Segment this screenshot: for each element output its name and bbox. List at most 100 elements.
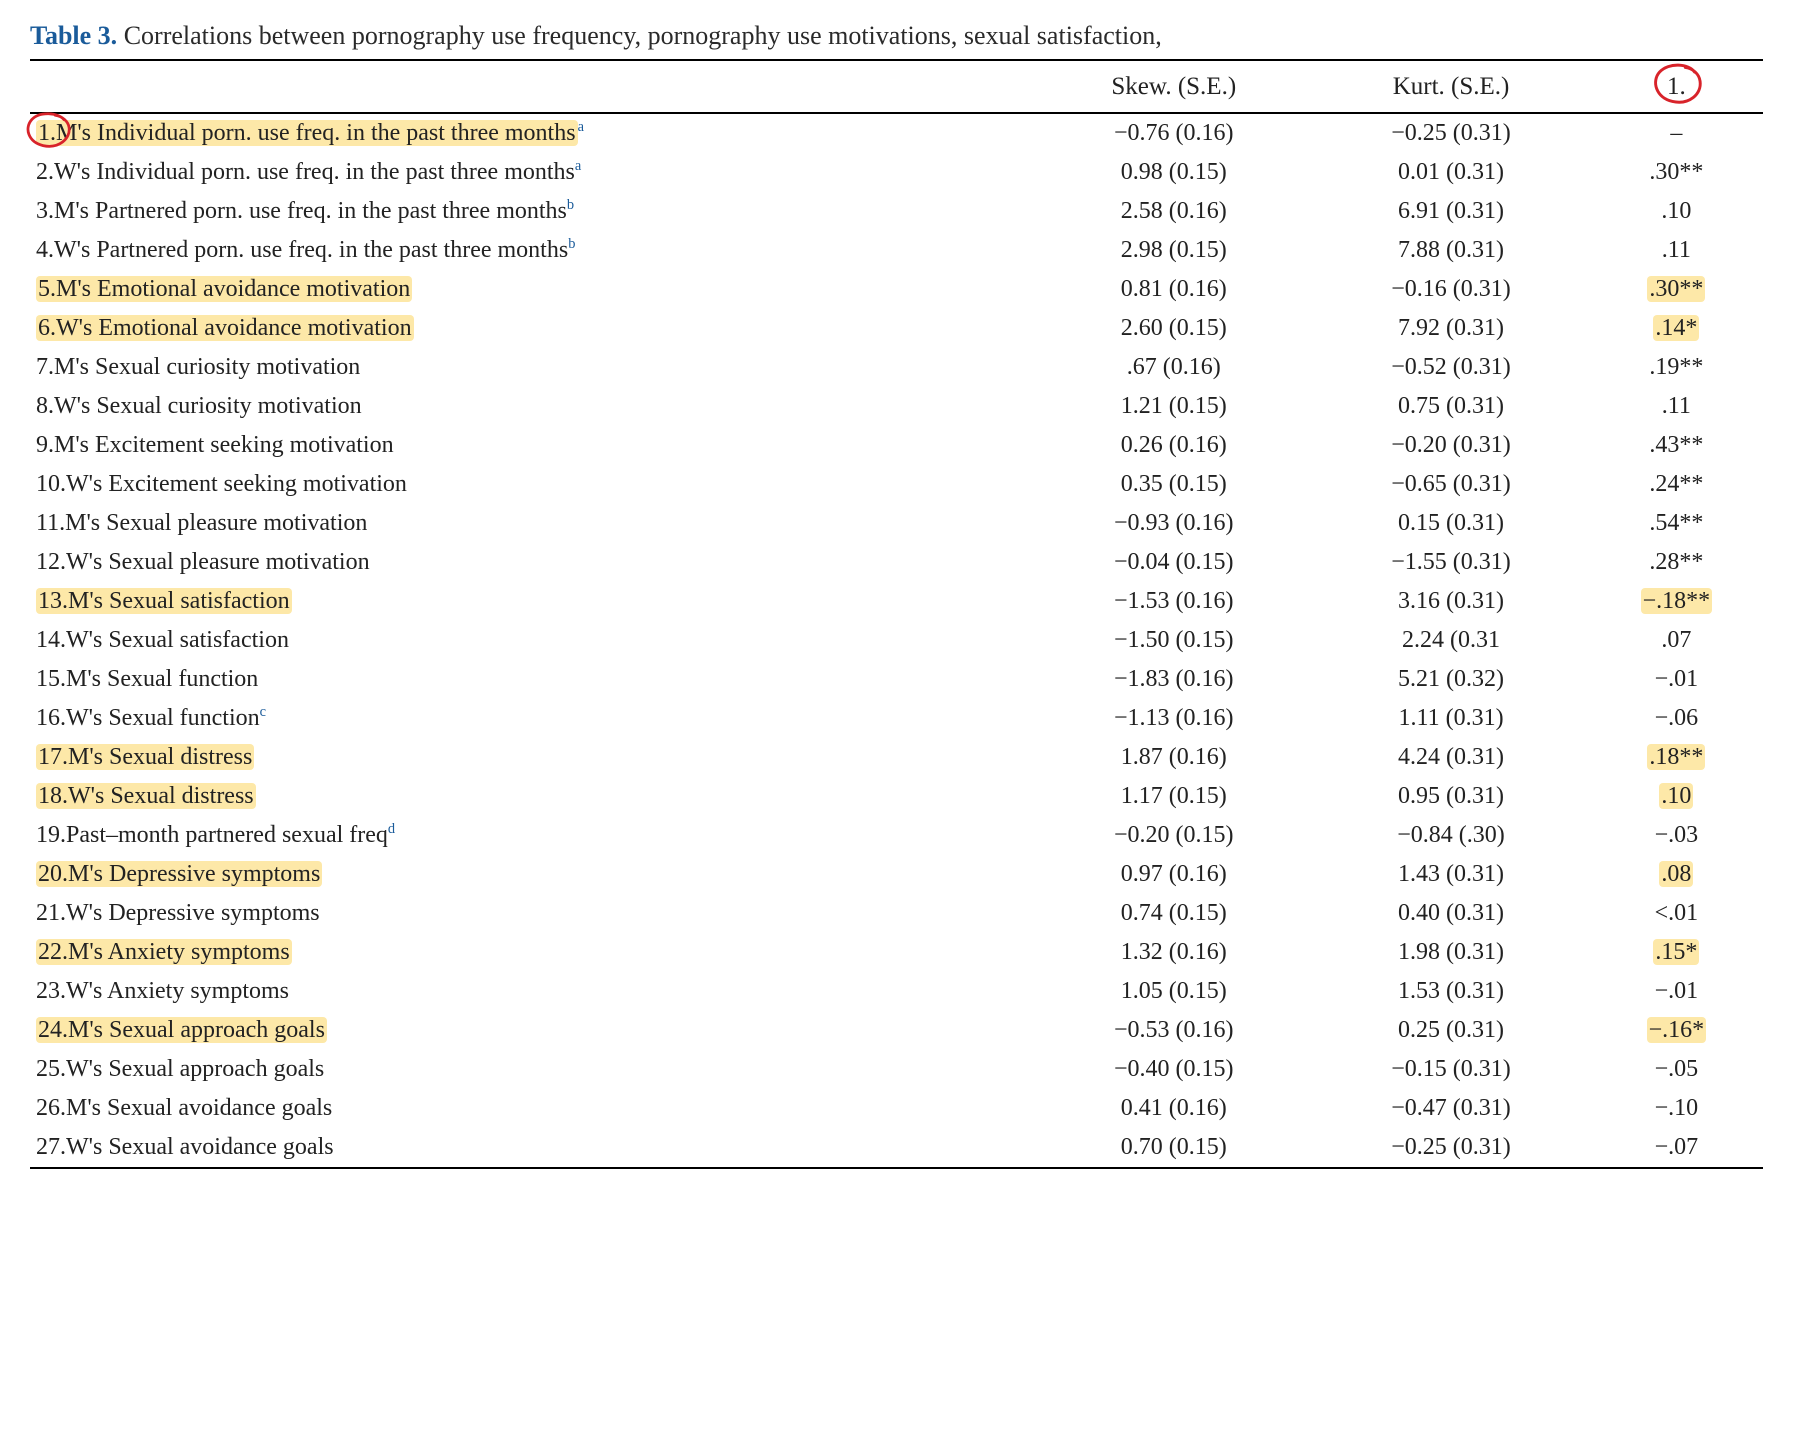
row-number: 5.: [38, 274, 56, 304]
table-row: 26. M's Sexual avoidance goals0.41 (0.16…: [30, 1089, 1763, 1128]
corr-cell: −.18**: [1590, 582, 1763, 621]
variable-cell: 1. M's Individual porn. use freq. in the…: [30, 113, 1035, 153]
row-number: 19.: [36, 820, 66, 850]
row-number: 2.: [36, 157, 54, 187]
table-row: 19. Past–month partnered sexual freqd−0.…: [30, 816, 1763, 855]
variable-cell: 21. W's Depressive symptoms: [30, 894, 1035, 933]
table-row: 10. W's Excitement seeking motivation0.3…: [30, 465, 1763, 504]
row-number: 12.: [36, 547, 66, 577]
skew-cell: .67 (0.16): [1035, 348, 1312, 387]
corr-value: −.16*: [1647, 1017, 1707, 1043]
corr-cell: −.01: [1590, 660, 1763, 699]
kurt-cell: −0.15 (0.31): [1312, 1050, 1589, 1089]
variable-cell: 4. W's Partnered porn. use freq. in the …: [30, 231, 1035, 270]
kurt-cell: −0.25 (0.31): [1312, 113, 1589, 153]
row-number: 20.: [38, 859, 68, 889]
table-row: 2. W's Individual porn. use freq. in the…: [30, 153, 1763, 192]
kurt-cell: 4.24 (0.31): [1312, 738, 1589, 777]
corr-cell: .14*: [1590, 309, 1763, 348]
kurt-cell: −0.20 (0.31): [1312, 426, 1589, 465]
kurt-cell: −0.47 (0.31): [1312, 1089, 1589, 1128]
skew-cell: 0.98 (0.15): [1035, 153, 1312, 192]
footnote-marker: b: [568, 236, 575, 252]
skew-cell: −1.53 (0.16): [1035, 582, 1312, 621]
variable-label: M's Depressive symptoms: [68, 861, 320, 887]
corr-value: .15*: [1653, 939, 1699, 965]
variable-cell: 27. W's Sexual avoidance goals: [30, 1128, 1035, 1168]
kurt-cell: 3.16 (0.31): [1312, 582, 1589, 621]
kurt-cell: 0.75 (0.31): [1312, 387, 1589, 426]
kurt-cell: 1.98 (0.31): [1312, 933, 1589, 972]
skew-cell: 1.05 (0.15): [1035, 972, 1312, 1011]
table-row: 5. M's Emotional avoidance motivation0.8…: [30, 270, 1763, 309]
variable-label: M's Sexual distress: [68, 744, 252, 770]
row-number: 25.: [36, 1054, 66, 1084]
corr-cell: .18**: [1590, 738, 1763, 777]
variable-label: M's Sexual approach goals: [68, 1017, 325, 1043]
skew-cell: 0.70 (0.15): [1035, 1128, 1312, 1168]
row-number: 14.: [36, 625, 66, 655]
skew-cell: 0.81 (0.16): [1035, 270, 1312, 309]
row-number: 17.: [38, 742, 68, 772]
skew-cell: 0.74 (0.15): [1035, 894, 1312, 933]
variable-cell: 25. W's Sexual approach goals: [30, 1050, 1035, 1089]
corr-cell: .54**: [1590, 504, 1763, 543]
header-skew: Skew. (S.E.): [1035, 60, 1312, 113]
corr-cell: .10: [1590, 777, 1763, 816]
skew-cell: −0.76 (0.16): [1035, 113, 1312, 153]
variable-cell: 15. M's Sexual function: [30, 660, 1035, 699]
footnote-marker: d: [388, 821, 395, 837]
variable-cell: 8. W's Sexual curiosity motivation: [30, 387, 1035, 426]
table-row: 12. W's Sexual pleasure motivation−0.04 …: [30, 543, 1763, 582]
corr-value: .18**: [1647, 744, 1705, 770]
corr-cell: −.01: [1590, 972, 1763, 1011]
row-number: 7.: [36, 352, 54, 382]
kurt-cell: −0.65 (0.31): [1312, 465, 1589, 504]
row-number: 21.: [36, 898, 66, 928]
variable-cell: 12. W's Sexual pleasure motivation: [30, 543, 1035, 582]
variable-label: W's Individual porn. use freq. in the pa…: [54, 159, 575, 185]
table-row: 6. W's Emotional avoidance motivation2.6…: [30, 309, 1763, 348]
corr-cell: .07: [1590, 621, 1763, 660]
variable-label: W's Sexual curiosity motivation: [54, 393, 362, 419]
corr-cell: .10: [1590, 192, 1763, 231]
kurt-cell: 1.53 (0.31): [1312, 972, 1589, 1011]
corr-cell: .43**: [1590, 426, 1763, 465]
variable-label: Past–month partnered sexual freq: [66, 822, 388, 848]
variable-label: W's Sexual approach goals: [66, 1056, 324, 1082]
table-row: 1. M's Individual porn. use freq. in the…: [30, 113, 1763, 153]
corr-cell: −.16*: [1590, 1011, 1763, 1050]
row-number: 22.: [38, 937, 68, 967]
variable-label: M's Individual porn. use freq. in the pa…: [56, 120, 576, 146]
variable-label: W's Sexual function: [66, 705, 260, 731]
corr-cell: .30**: [1590, 270, 1763, 309]
table-row: 24. M's Sexual approach goals−0.53 (0.16…: [30, 1011, 1763, 1050]
row-number: 10.: [36, 469, 66, 499]
kurt-cell: 0.15 (0.31): [1312, 504, 1589, 543]
skew-cell: −1.50 (0.15): [1035, 621, 1312, 660]
table-caption-text: Correlations between pornography use fre…: [124, 21, 1162, 50]
corr-cell: .28**: [1590, 543, 1763, 582]
variable-cell: 19. Past–month partnered sexual freqd: [30, 816, 1035, 855]
kurt-cell: 1.43 (0.31): [1312, 855, 1589, 894]
variable-label: W's Partnered porn. use freq. in the pas…: [54, 237, 568, 263]
table-header-row: Skew. (S.E.) Kurt. (S.E.) 1.: [30, 60, 1763, 113]
table-row: 14. W's Sexual satisfaction−1.50 (0.15)2…: [30, 621, 1763, 660]
table-row: 25. W's Sexual approach goals−0.40 (0.15…: [30, 1050, 1763, 1089]
row-number: 8.: [36, 391, 54, 421]
table-label: Table 3.: [30, 21, 117, 50]
variable-cell: 17. M's Sexual distress: [30, 738, 1035, 777]
variable-cell: 10. W's Excitement seeking motivation: [30, 465, 1035, 504]
corr-cell: .24**: [1590, 465, 1763, 504]
table-body: 1. M's Individual porn. use freq. in the…: [30, 113, 1763, 1168]
skew-cell: −0.40 (0.15): [1035, 1050, 1312, 1089]
skew-cell: 0.26 (0.16): [1035, 426, 1312, 465]
row-number: 26.: [36, 1093, 66, 1123]
variable-cell: 22. M's Anxiety symptoms: [30, 933, 1035, 972]
skew-cell: 1.21 (0.15): [1035, 387, 1312, 426]
variable-label: M's Sexual avoidance goals: [66, 1095, 332, 1121]
variable-label: W's Sexual avoidance goals: [66, 1134, 334, 1160]
corr-value: −.18**: [1641, 588, 1713, 614]
footnote-marker: a: [578, 119, 584, 135]
row-number: 15.: [36, 664, 66, 694]
